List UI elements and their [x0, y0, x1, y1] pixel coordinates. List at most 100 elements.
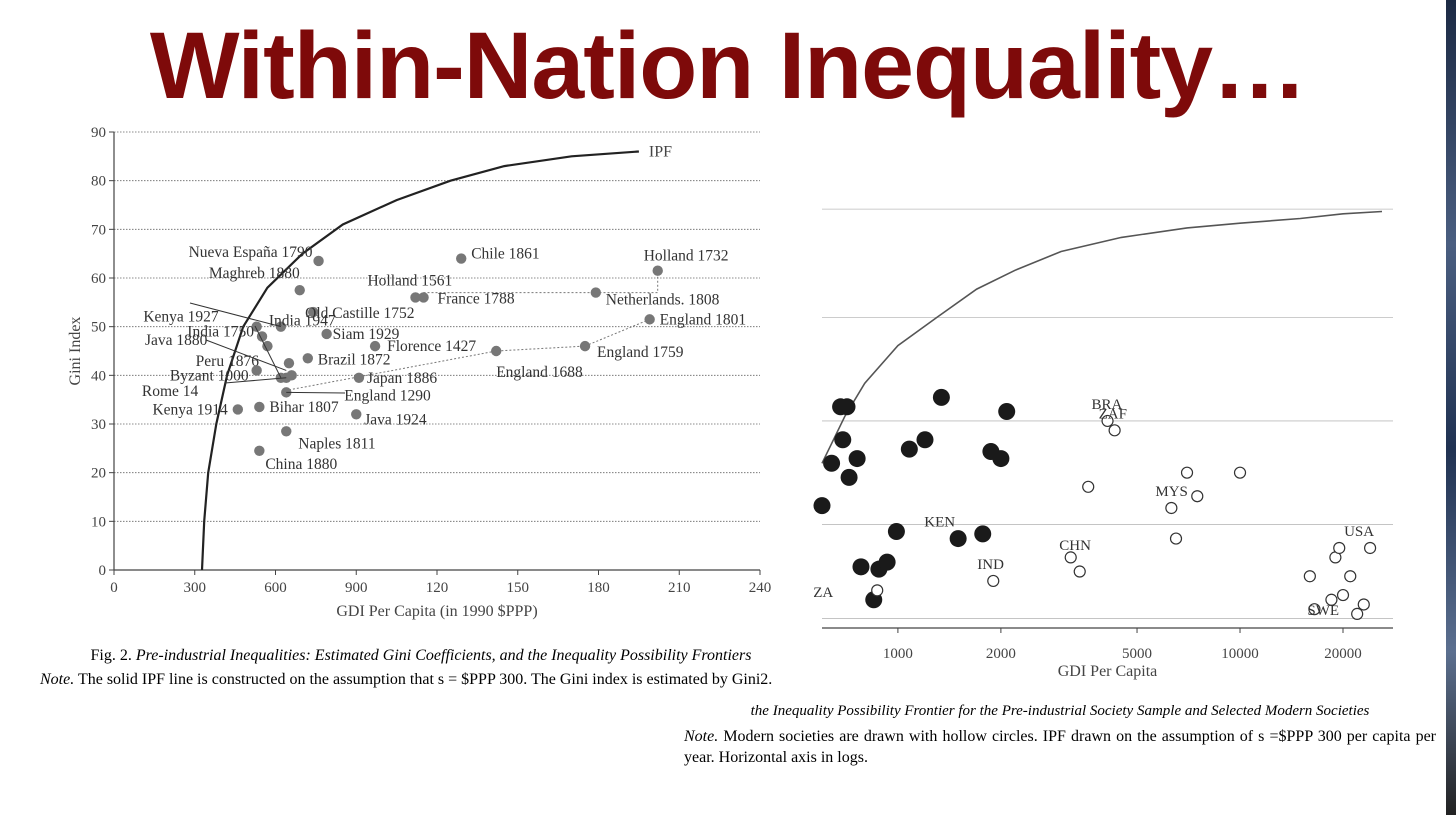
data-point — [644, 314, 655, 325]
filled-data-point — [813, 497, 831, 515]
filled-data-point — [998, 403, 1016, 420]
data-point-label: Siam 1929 — [333, 326, 400, 343]
hollow-data-point — [1064, 551, 1077, 564]
data-point — [232, 404, 244, 415]
data-point-label: France 1788 — [438, 290, 515, 307]
data-point-label: Holland 1561 — [367, 272, 452, 289]
country-label: ZA — [813, 585, 833, 601]
hollow-data-point — [1351, 607, 1364, 620]
data-point — [456, 253, 467, 264]
left-figure-prefix: Fig. 2. — [90, 647, 132, 664]
leader-line — [286, 391, 346, 394]
y-tick-label: 50 — [91, 320, 106, 336]
y-tick-label: 40 — [91, 368, 106, 384]
hollow-data-point — [1233, 466, 1247, 479]
data-point — [579, 340, 591, 352]
hollow-data-point — [1180, 466, 1194, 479]
country-label: KEN — [924, 515, 955, 531]
x-tick-label: 20000 — [1324, 646, 1362, 662]
hollow-data-point — [1101, 414, 1114, 428]
filled-data-point — [878, 553, 896, 571]
hollow-data-point — [1169, 532, 1183, 545]
right-figure-note: Note. Modern societies are drawn with ho… — [684, 726, 1436, 768]
hollow-data-point — [1357, 598, 1370, 611]
country-label: MYS — [1155, 484, 1188, 500]
dotted-link-line — [423, 270, 659, 294]
data-point — [251, 321, 262, 332]
y-tick-label: 70 — [91, 222, 106, 238]
hollow-data-point — [1333, 541, 1346, 555]
data-point-label: Chile 1861 — [471, 246, 539, 263]
background-edge-strip — [1446, 0, 1456, 815]
data-point-label: Maghreb 1880 — [209, 265, 300, 282]
country-label: CHN — [1059, 538, 1091, 554]
data-point — [418, 292, 429, 303]
data-point — [281, 387, 292, 398]
y-tick-label: 30 — [91, 417, 106, 433]
left-note-text: The solid IPF line is constructed on the… — [77, 671, 773, 688]
right-chart: 1000 2000 5000 10000 20000 GDI Per Capita KEN Z… — [813, 208, 1393, 680]
x-tick-label: 5000 — [1122, 646, 1152, 662]
hollow-data-point — [1344, 570, 1357, 583]
country-label: USA — [1344, 524, 1374, 540]
filled-data-point — [992, 450, 1010, 468]
left-figure-title: Fig. 2. Pre-industrial Inequalities: Est… — [40, 646, 802, 666]
left-caption: Fig. 2. Pre-industrial Inequalities: Est… — [40, 646, 802, 690]
leader-line — [189, 302, 282, 328]
hollow-data-point — [1363, 541, 1377, 555]
filled-data-point — [823, 454, 841, 472]
data-point-label: Naples 1811 — [298, 435, 375, 452]
filled-data-point — [887, 523, 905, 541]
hollow-data-point — [1325, 593, 1338, 606]
left-figure-heading: Pre-industrial Inequalities: Estimated G… — [135, 647, 752, 664]
ipf-curve-label: IPF — [649, 143, 672, 160]
hollow-data-point — [1303, 570, 1316, 583]
data-point-label: Rome 14 — [142, 383, 199, 400]
data-point-label: Florence 1427 — [387, 338, 476, 355]
filled-data-point — [949, 530, 967, 548]
y-tick-label: 20 — [91, 466, 106, 482]
x-axis-label: GDI Per Capita — [1058, 663, 1158, 680]
data-point — [281, 426, 292, 437]
filled-data-point — [834, 431, 852, 449]
ipf-curve — [821, 210, 1383, 464]
x-tick-label: 210 — [668, 580, 691, 596]
data-point-label: Kenya 1927 — [143, 309, 219, 326]
x-tick-label: 240 — [749, 580, 772, 596]
data-point — [321, 328, 332, 340]
data-point-label: England 1801 — [660, 311, 747, 328]
country-label: SWE — [1307, 603, 1339, 619]
right-note-label: Note. — [684, 728, 719, 745]
x-tick-label: 10000 — [1221, 646, 1259, 662]
data-point — [353, 372, 365, 383]
data-point-label: India 1947 — [269, 313, 336, 330]
right-note-text: Modern societies are drawn with hollow c… — [684, 728, 1437, 766]
y-axis-label: Gini Index — [67, 317, 84, 386]
data-point-label: Kenya 1914 — [152, 401, 228, 418]
y-tick-label: 60 — [91, 271, 106, 287]
x-tick-label: 150 — [507, 580, 530, 596]
x-tick-label: 0 — [110, 580, 118, 596]
data-point — [286, 370, 297, 381]
x-axis-label: GDI Per Capita (in 1990 $PPP) — [336, 603, 537, 620]
hollow-data-point — [1073, 565, 1086, 578]
country-label: ZAF — [1099, 406, 1127, 422]
x-tick-label: 120 — [426, 580, 449, 596]
data-point-label: Java 1880 — [145, 332, 208, 349]
y-tick-label: 80 — [91, 174, 106, 190]
filled-data-point — [916, 431, 934, 449]
data-point — [590, 287, 602, 298]
data-point — [313, 255, 324, 267]
hollow-data-point — [1336, 588, 1350, 602]
hollow-data-point — [1082, 480, 1095, 493]
y-tick-label: 0 — [99, 563, 107, 579]
hollow-data-point — [987, 574, 1000, 588]
data-point-label: Peru 1876 — [196, 353, 260, 370]
filled-data-point — [852, 558, 870, 576]
left-figure-note: Note. The solid IPF line is constructed … — [40, 670, 802, 690]
data-point-label: Java 1924 — [364, 411, 427, 428]
filled-data-point — [848, 450, 866, 468]
data-point — [254, 445, 265, 456]
data-point-label: England 1759 — [597, 344, 684, 361]
